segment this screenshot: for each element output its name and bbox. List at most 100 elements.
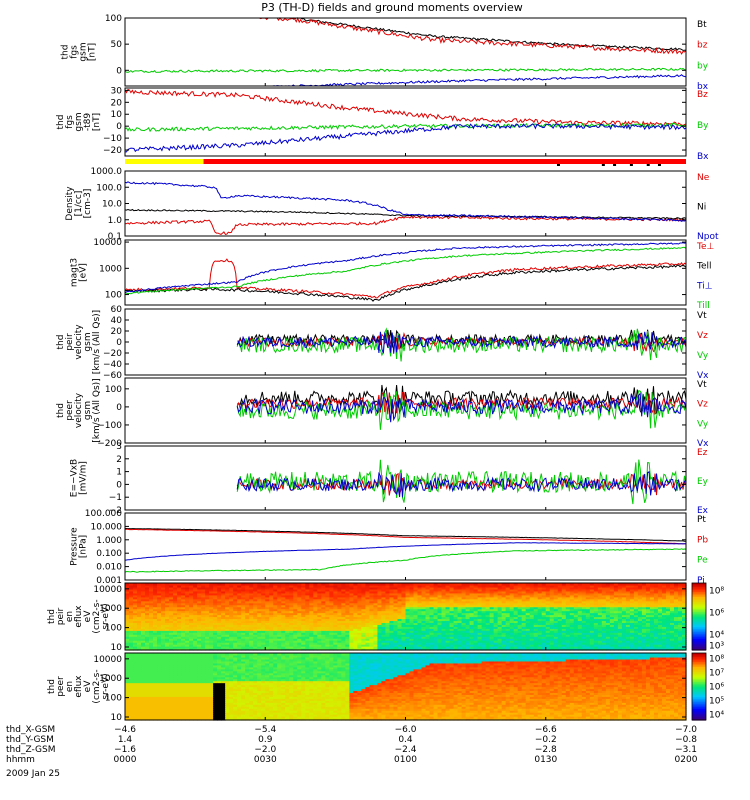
spectrogram-cell (185, 583, 190, 586)
spectrogram-cell (161, 628, 166, 631)
spectrogram-cell (609, 634, 615, 637)
spectrogram-cell (613, 583, 619, 586)
spectrogram-cell (285, 620, 290, 624)
spectrogram-cell (281, 646, 286, 649)
spectrogram-cell (297, 644, 302, 647)
spectrogram-cell (145, 648, 150, 651)
spectrogram-cell (237, 646, 242, 649)
spectrogram-cell (589, 644, 595, 647)
spectrogram-cell (629, 598, 635, 602)
spectrogram-cell (405, 626, 411, 629)
spectrogram-cell (569, 596, 575, 600)
spectrogram-cell (489, 606, 495, 610)
spectrogram-cell (253, 630, 258, 633)
spectrogram-cell (137, 612, 142, 616)
spectrogram-cell (385, 596, 391, 600)
spectrogram-cell (473, 618, 479, 622)
spectrogram-cell (269, 594, 274, 598)
spectrogram-cell (381, 610, 387, 614)
spectrogram-cell (577, 620, 583, 624)
spectrogram-cell (541, 624, 547, 627)
spectrogram-cell (213, 630, 218, 633)
spectrogram-cell (637, 632, 643, 635)
spectrogram-cell (285, 583, 290, 586)
legend-label: Pi (697, 576, 705, 586)
spectrogram-cell (473, 583, 479, 586)
spectrogram-cell (125, 634, 130, 637)
spectrogram-cell (297, 606, 302, 610)
spectrogram-cell (209, 598, 214, 602)
spectrogram-cell (409, 640, 415, 643)
spectrogram-cell (201, 592, 206, 596)
spectrogram-cell (369, 594, 375, 598)
spectrogram-cell (413, 628, 419, 631)
spectrogram-cell (549, 630, 555, 633)
spectrogram-cell (433, 588, 439, 592)
spectrogram-cell (169, 618, 174, 622)
spectrogram-cell (417, 626, 423, 629)
spectrogram-cell (193, 586, 198, 590)
spectrogram-cell (573, 616, 579, 620)
spectrogram-cell (617, 634, 623, 637)
spectrogram-cell (361, 610, 367, 614)
spectrogram-cell (609, 586, 615, 590)
spectrogram-cell (557, 592, 563, 596)
spectrogram-cell (589, 616, 595, 620)
spectrogram-cell (573, 583, 579, 586)
spectrogram-cell (449, 636, 455, 639)
spectrogram-cell (401, 602, 407, 606)
spectrogram-cell (149, 586, 154, 590)
spectrogram-cell (565, 638, 571, 641)
spectrogram-cell (505, 618, 511, 622)
spectrogram-cell (125, 594, 130, 598)
spectrogram-cell (637, 640, 643, 643)
spectrogram-cell (589, 612, 595, 616)
spectrogram-cell (213, 592, 218, 596)
spectrogram-cell (405, 636, 411, 639)
spectrogram-cell (369, 640, 375, 643)
spectrogram-cell (625, 636, 631, 639)
spectrogram-cell (509, 584, 515, 588)
spectrogram-cell (381, 600, 387, 604)
spectrogram-cell (493, 602, 499, 606)
spectrogram-cell (433, 614, 439, 618)
spectrogram-cell (429, 612, 435, 616)
spectrogram-cell (325, 594, 330, 598)
spectrogram-cell (453, 636, 459, 639)
spectrogram-cell (321, 598, 326, 602)
spectrogram-cell (237, 610, 242, 614)
spectrogram-cell (225, 604, 230, 608)
spectrogram-cell (241, 610, 246, 614)
spectrogram-cell (405, 604, 411, 608)
spectrogram-cell (201, 642, 206, 645)
spectrogram-cell (217, 634, 222, 637)
spectrogram-cell (345, 648, 350, 651)
y-axis-label-line: fgs (65, 115, 75, 129)
spectrogram-cell (429, 622, 435, 625)
spectrogram-cell (325, 640, 330, 643)
spectrogram-cell (205, 614, 210, 618)
spectrogram-cell (553, 592, 559, 596)
spectrogram-cell (581, 604, 587, 608)
spectrogram-cell (437, 632, 443, 635)
spectrogram-cell (665, 636, 671, 639)
spectrogram-cell (137, 592, 142, 596)
spectrogram-cell (365, 640, 371, 643)
spectrogram-cell (441, 598, 447, 602)
spectrogram-cell (305, 632, 310, 635)
spectrogram-cell (405, 598, 411, 602)
spectrogram-cell (669, 632, 675, 635)
spectrogram-cell (345, 606, 350, 610)
spectrogram-cell (341, 616, 346, 620)
spectrogram-cell (337, 590, 342, 594)
spectrogram-cell (641, 628, 647, 631)
spectrogram-cell (513, 614, 519, 618)
spectrogram-cell (269, 642, 274, 645)
spectrogram-cell (389, 640, 395, 643)
spectrogram-cell (265, 646, 270, 649)
spectrogram-cell (445, 620, 451, 624)
spectrogram-cell (397, 590, 403, 594)
panel-frame (124, 87, 687, 157)
spectrogram-cell (617, 594, 623, 598)
spectrogram-cell (657, 610, 663, 614)
